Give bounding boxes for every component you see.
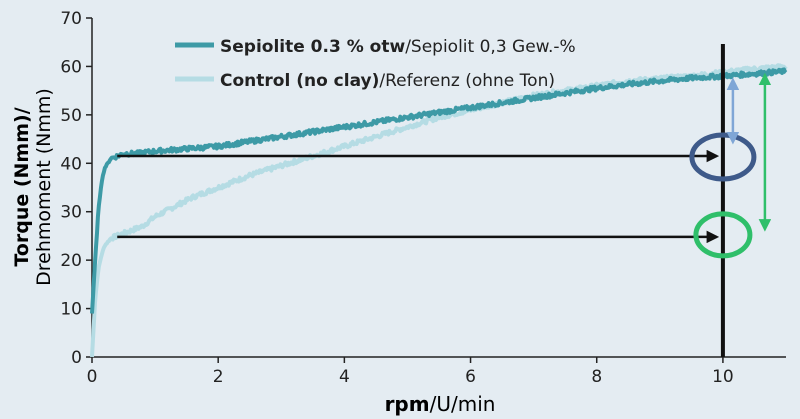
y-axis-label-line1: Torque (Nmm)/ — [11, 107, 33, 266]
y-tick-label: 10 — [60, 300, 82, 320]
lower-highlight-ellipse — [693, 211, 753, 259]
y-tick-label: 20 — [60, 251, 82, 271]
y-tick-label: 0 — [71, 348, 82, 368]
legend-label-control: Control (no clay)/Referenz (ohne Ton) — [220, 71, 555, 91]
x-tick-label: 10 — [712, 367, 734, 387]
x-tick-label: 0 — [87, 367, 98, 387]
x-tick-label: 4 — [339, 367, 350, 387]
axes: 0 10 20 30 40 50 60 70 0 2 4 6 8 10 — [60, 9, 786, 387]
x-tick-label: 6 — [465, 367, 476, 387]
axis-labels: rpm/U/min Torque (Nmm)/ Drehmoment (Nmm) — [11, 88, 495, 416]
upper-highlight-ellipse — [689, 132, 757, 182]
y-tick-label: 60 — [60, 57, 82, 77]
x-tick-label: 8 — [591, 367, 602, 387]
series-line-sepiolite — [90, 67, 788, 314]
series-layer — [90, 63, 788, 358]
annotation-layer — [117, 44, 772, 357]
y-tick-label: 30 — [60, 203, 82, 223]
x-tick-label: 2 — [213, 367, 224, 387]
legend-label-sepiolite: Sepiolite 0.3 % otw/Sepiolit 0,3 Gew.-% — [220, 37, 576, 57]
x-axis-label: rpm/U/min — [385, 392, 496, 416]
y-tick-label: 70 — [60, 9, 82, 29]
y-axis-label-line2: Drehmoment (Nmm) — [33, 88, 55, 286]
y-tick-label: 40 — [60, 154, 82, 174]
legend: Sepiolite 0.3 % otw/Sepiolit 0,3 Gew.-% … — [175, 37, 576, 91]
y-tick-label: 50 — [60, 106, 82, 126]
